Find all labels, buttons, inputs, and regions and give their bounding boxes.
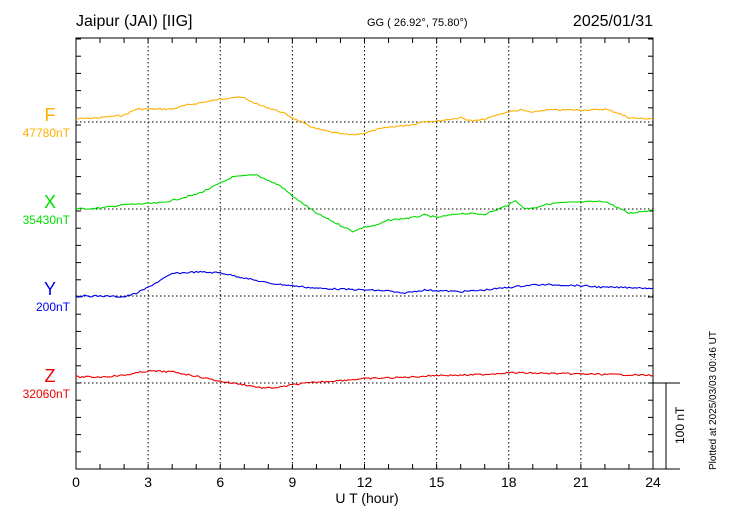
series-baseline-f: 47780nT: [23, 126, 71, 140]
series-name-y: Y: [44, 279, 56, 299]
x-tick-label: 21: [573, 474, 589, 490]
series-line-y: [75, 270, 654, 298]
x-tick-label: 0: [72, 474, 80, 490]
series-name-f: F: [45, 105, 56, 125]
x-tick-label: 15: [429, 474, 445, 490]
coordinates-label: GG ( 26.92°, 75.80°): [367, 17, 468, 29]
scale-bar-label: 100 nT: [673, 406, 687, 444]
series-name-z: Z: [45, 366, 56, 386]
series-baseline-z: 32060nT: [23, 387, 71, 401]
plotted-at-label: Plotted at 2025/03/03 00:46 UT: [708, 331, 719, 470]
x-axis-label: U T (hour): [335, 490, 398, 506]
series-line-f: [76, 96, 653, 136]
x-tick-label: 18: [501, 474, 517, 490]
station-title: Jaipur (JAI) [IIG]: [76, 13, 192, 30]
series-baseline-y: 200nT: [36, 300, 71, 314]
series-line-x: [75, 173, 654, 233]
x-tick-label: 24: [645, 474, 661, 490]
x-tick-label: 9: [288, 474, 296, 490]
x-tick-label: 12: [357, 474, 373, 490]
series-baseline-x: 35430nT: [23, 213, 71, 227]
x-tick-label: 6: [216, 474, 224, 490]
date-label: 2025/01/31: [573, 13, 653, 30]
x-tick-label: 3: [144, 474, 152, 490]
series-name-x: X: [44, 192, 56, 212]
series-line-z: [76, 369, 654, 390]
